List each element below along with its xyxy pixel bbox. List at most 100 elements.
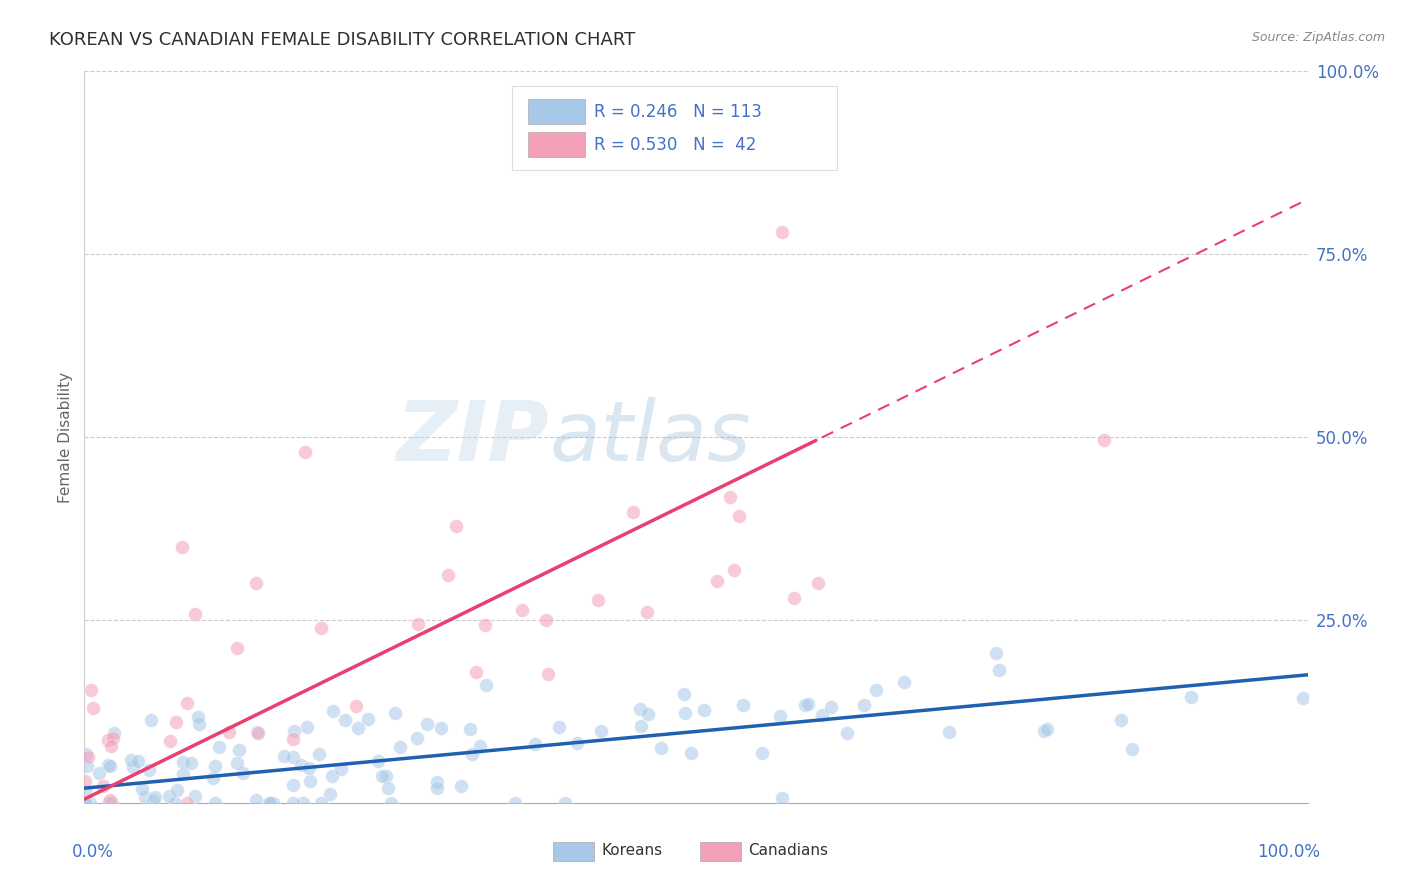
Point: [797, 697, 820, 711]
Point: [98, 792, 121, 806]
Point: [201, 771, 224, 785]
Point: [672, 687, 695, 701]
Point: [183, 789, 205, 804]
Point: [172, 767, 194, 781]
Point: [321, 769, 343, 783]
Point: [389, 740, 412, 755]
Point: [367, 755, 389, 769]
Point: [510, 603, 533, 617]
Point: [89, 766, 111, 780]
Text: 0.0%: 0.0%: [72, 843, 114, 861]
Point: [835, 725, 858, 739]
Point: [188, 716, 211, 731]
Point: [98, 759, 121, 773]
Point: [309, 621, 332, 635]
Point: [73, 773, 96, 788]
Text: KOREAN VS CANADIAN FEMALE DISABILITY CORRELATION CHART: KOREAN VS CANADIAN FEMALE DISABILITY COR…: [49, 31, 636, 49]
Point: [1032, 724, 1054, 739]
Point: [1109, 714, 1132, 728]
Text: Koreans: Koreans: [602, 843, 662, 858]
Point: [346, 699, 368, 714]
Point: [728, 508, 751, 523]
Point: [470, 739, 492, 753]
Point: [172, 755, 194, 769]
Point: [96, 796, 118, 810]
Point: [309, 796, 332, 810]
Text: 100.0%: 100.0%: [1257, 843, 1320, 861]
Y-axis label: Female Disability: Female Disability: [58, 371, 73, 503]
Point: [673, 706, 696, 720]
FancyBboxPatch shape: [529, 132, 585, 157]
Point: [75, 784, 97, 798]
Point: [984, 646, 1007, 660]
Point: [807, 576, 830, 591]
Point: [291, 796, 314, 810]
Point: [143, 789, 166, 804]
Point: [97, 758, 120, 772]
Point: [159, 734, 181, 748]
Point: [534, 613, 557, 627]
Point: [157, 789, 180, 804]
Point: [204, 796, 226, 810]
Point: [257, 796, 280, 810]
Point: [298, 774, 321, 789]
Point: [308, 747, 330, 761]
Text: R = 0.530   N =  42: R = 0.530 N = 42: [595, 136, 756, 153]
Point: [142, 794, 165, 808]
Point: [225, 640, 247, 655]
Point: [184, 607, 207, 622]
Point: [474, 617, 496, 632]
Point: [437, 568, 460, 582]
Point: [166, 783, 188, 797]
Text: ZIP: ZIP: [396, 397, 550, 477]
Point: [121, 759, 143, 773]
Point: [294, 444, 316, 458]
Point: [103, 731, 125, 746]
Point: [138, 764, 160, 778]
Point: [628, 702, 651, 716]
Point: [245, 793, 267, 807]
Point: [464, 665, 486, 680]
Point: [232, 765, 254, 780]
Point: [245, 576, 267, 591]
FancyBboxPatch shape: [700, 841, 741, 861]
Point: [406, 731, 429, 746]
Point: [163, 796, 186, 810]
Point: [330, 763, 353, 777]
Point: [246, 725, 269, 739]
Point: [259, 796, 281, 810]
Point: [204, 759, 226, 773]
Point: [1036, 723, 1059, 737]
Point: [290, 758, 312, 772]
Point: [319, 787, 342, 801]
Point: [1292, 690, 1315, 705]
Point: [347, 721, 370, 735]
Point: [377, 781, 399, 796]
Point: [554, 796, 576, 810]
Point: [938, 724, 960, 739]
Text: atlas: atlas: [550, 397, 751, 477]
Point: [591, 724, 613, 739]
Point: [172, 540, 194, 554]
Point: [283, 750, 305, 764]
Point: [820, 700, 842, 714]
Point: [720, 491, 742, 505]
Point: [380, 796, 402, 810]
Point: [1180, 690, 1202, 704]
Point: [783, 591, 806, 605]
Point: [630, 719, 652, 733]
Point: [503, 796, 526, 810]
Point: [416, 717, 439, 731]
Point: [374, 769, 396, 783]
Point: [810, 707, 832, 722]
Point: [425, 774, 447, 789]
Point: [444, 518, 467, 533]
Point: [218, 725, 240, 739]
Point: [208, 739, 231, 754]
Point: [794, 698, 817, 713]
Point: [408, 616, 430, 631]
Point: [706, 574, 728, 589]
Point: [371, 768, 394, 782]
Point: [165, 714, 187, 729]
FancyBboxPatch shape: [529, 99, 585, 124]
